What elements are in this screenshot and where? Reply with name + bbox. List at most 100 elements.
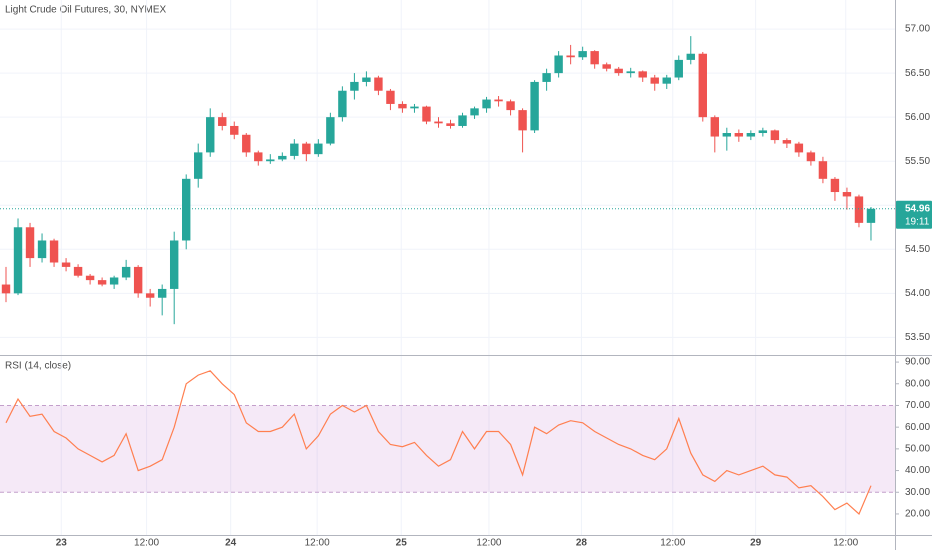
x-tick-label: 12:00	[476, 538, 501, 549]
candle-body	[746, 133, 756, 137]
candle-body	[854, 196, 864, 223]
y-tick-label: 90.00	[905, 357, 930, 368]
candle-body	[638, 71, 647, 78]
candle-body	[145, 293, 155, 298]
y-tick-label: 60.00	[905, 422, 930, 433]
candle-body	[398, 103, 407, 109]
candle-body	[182, 178, 191, 241]
y-tick-label: 56.50	[905, 68, 930, 79]
candle-body	[434, 121, 443, 124]
candle-body	[97, 280, 107, 285]
rsi-line	[5, 370, 872, 516]
candle-body	[698, 53, 707, 118]
candle-body	[61, 262, 71, 267]
candle-body	[458, 115, 467, 126]
y-tick-label: 55.50	[905, 156, 930, 167]
candle-body	[157, 288, 167, 298]
candle-body	[169, 240, 179, 289]
x-tick-label: 29	[750, 538, 762, 549]
candle-body	[674, 59, 683, 78]
grid	[0, 0, 895, 535]
x-tick-label: 23	[56, 538, 68, 549]
candle-body	[350, 81, 359, 91]
candle-body	[770, 130, 780, 141]
candle-body	[254, 152, 263, 162]
x-tick-label: 12:00	[833, 538, 858, 549]
candle-body	[206, 117, 215, 153]
candle-body	[530, 81, 539, 131]
candle-body	[410, 106, 419, 109]
candle-body	[194, 152, 203, 179]
candle-body	[482, 99, 491, 109]
candle-body	[266, 159, 275, 162]
candle-body	[806, 152, 816, 162]
y-tick-label: 50.00	[905, 444, 930, 455]
y-tick-label: 70.00	[905, 400, 930, 411]
candle-body	[542, 73, 551, 82]
x-tick-label: 24	[225, 538, 237, 549]
y-tick-label: 54.50	[905, 244, 930, 255]
candle-body	[686, 53, 695, 60]
candle-body	[650, 77, 659, 84]
y-tick-label: 54.00	[905, 288, 930, 299]
candle-body	[866, 208, 876, 223]
candle-body	[230, 125, 239, 135]
candle-body	[506, 101, 515, 111]
candle-body	[830, 178, 840, 193]
candle-body	[73, 266, 83, 276]
y-tick-label: 80.00	[905, 378, 930, 389]
x-tick-label: 28	[576, 538, 588, 549]
x-tick-label: 25	[396, 538, 408, 549]
candle-body	[290, 143, 299, 156]
candle-body	[85, 275, 95, 281]
candle-body	[494, 99, 503, 102]
candle-body	[446, 123, 455, 126]
candle-body	[25, 227, 35, 259]
candle-body	[782, 140, 792, 144]
candle-body	[386, 90, 395, 104]
candle-body	[662, 77, 671, 84]
candle-body	[13, 227, 23, 294]
y-tick-label: 20.00	[905, 509, 930, 520]
x-tick-label: 12:00	[305, 538, 330, 549]
y-tick-label: 40.00	[905, 465, 930, 476]
countdown-label: 19:11	[905, 216, 930, 227]
candle-body	[626, 71, 635, 74]
chart-title: Light Crude Oil Futures, 30, NYMEX	[5, 5, 167, 16]
candle-body	[133, 266, 143, 294]
candle-body	[121, 266, 131, 278]
last-price-box	[896, 200, 932, 229]
candle-body	[314, 143, 323, 155]
candle-body	[842, 192, 852, 197]
candle-body	[326, 117, 335, 144]
rsi-title: RSI (14, close)	[5, 361, 71, 372]
candle-body	[242, 134, 251, 153]
y-tick-label: 30.00	[905, 487, 930, 498]
y-tick-label: 57.00	[905, 24, 930, 35]
candle-body	[37, 240, 47, 259]
candle-body	[578, 51, 587, 58]
candle-body	[566, 55, 575, 58]
candle-body	[109, 277, 119, 285]
candle-body	[758, 130, 768, 134]
candle-body	[302, 143, 311, 155]
candle-body	[338, 90, 347, 118]
candle-body	[218, 117, 227, 126]
candle-body	[1, 284, 11, 294]
candle-body	[278, 155, 287, 160]
candle-body	[818, 161, 828, 179]
candle-body	[734, 133, 744, 137]
candle-body	[362, 77, 371, 82]
candle-body	[722, 133, 732, 137]
y-tick-label: 53.50	[905, 332, 930, 343]
candle-body	[710, 117, 720, 137]
candle-body	[614, 68, 623, 74]
candle-body	[602, 64, 611, 69]
candle-body	[470, 108, 479, 116]
x-tick-label: 12:00	[660, 538, 685, 549]
candle-body	[590, 51, 599, 65]
x-tick-label: 12:00	[134, 538, 159, 549]
